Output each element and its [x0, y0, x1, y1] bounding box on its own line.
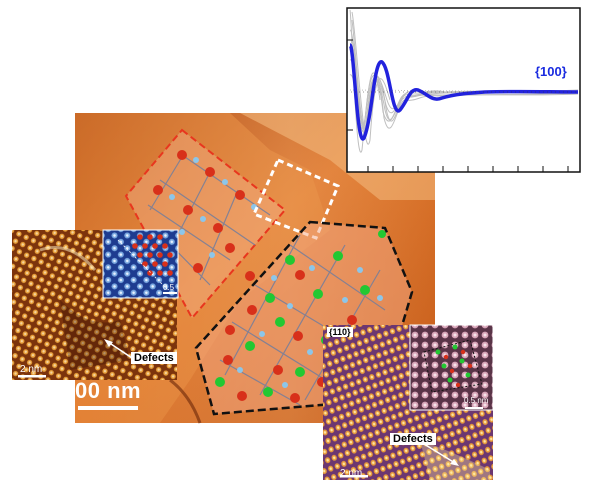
defects-label-right: Defects	[390, 433, 436, 445]
scale-bar-label: 00 nm	[75, 378, 142, 403]
defects-label-left: Defects	[131, 352, 177, 364]
scale-2nm-label-right: 2 nm	[340, 468, 363, 479]
atomic-model-inset-right	[409, 324, 494, 411]
profile-traces-gray	[349, 9, 579, 153]
atomic-model-inset-left	[102, 229, 179, 299]
defects-arrow-left	[107, 341, 133, 359]
defects-arrow-right	[423, 443, 456, 464]
atoms-inset-right	[435, 344, 473, 388]
stm-inset-left	[12, 230, 177, 380]
profile-plot-inset	[346, 7, 581, 173]
scalebar-2nm-right	[340, 475, 368, 478]
scale-05-label-left: 0.5	[163, 283, 175, 292]
facet-100-label: {100}	[535, 64, 567, 79]
atoms-black-region	[215, 230, 386, 403]
scale-bar	[78, 406, 138, 410]
scale-05nm-label-right: 0.5 nm	[464, 396, 489, 405]
atoms-inset-left	[132, 234, 173, 276]
scale-2nm-label-left: 2 nm	[20, 364, 43, 375]
profile-fit-curve	[348, 43, 579, 141]
plot-ticks	[347, 39, 569, 172]
scalebar-2nm-left	[18, 375, 46, 378]
facet-110-label: {110}	[327, 327, 353, 337]
